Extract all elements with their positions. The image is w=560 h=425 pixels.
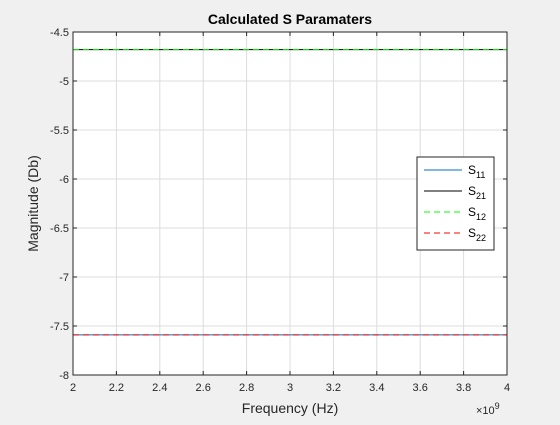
legend-label-main: S <box>468 184 476 198</box>
y-tick-label: -4.5 <box>50 27 69 39</box>
legend-label-s11: S11 <box>468 163 485 180</box>
x-tick-label: 2.2 <box>109 382 124 394</box>
y-tick-label: -6.5 <box>50 223 69 235</box>
x-tick-label: 3.4 <box>369 382 384 394</box>
y-axis-label: Magnitude (Db) <box>25 155 41 252</box>
legend-label-sub: 22 <box>476 233 486 243</box>
y-tick-label: -6 <box>59 174 69 186</box>
y-tick-label: -7.5 <box>50 321 69 333</box>
x-tick-label: 2.8 <box>239 382 254 394</box>
x-axis-label: Frequency (Hz) <box>242 400 338 416</box>
legend-label-sub: 21 <box>476 191 486 201</box>
legend-label-main: S <box>468 205 476 219</box>
x-tick-label: 2.6 <box>196 382 211 394</box>
ticks: 2 2.2 2.4 2.6 2.8 3 3.2 3.4 3.6 3.8 4 -8 -7.5 -7 -6.5 -… <box>50 27 510 394</box>
x-axis-exponent-power: 9 <box>495 401 500 411</box>
y-tick-label: -8 <box>59 370 69 382</box>
x-tick-label: 2.4 <box>152 382 167 394</box>
x-tick-label: 3.8 <box>456 382 471 394</box>
legend-label-s21: S21 <box>468 184 486 201</box>
y-tick-label: -7 <box>59 272 69 284</box>
x-tick-label: 3.6 <box>413 382 428 394</box>
y-tick-label: -5.5 <box>50 125 69 137</box>
chart-title: Calculated S Paramaters <box>208 11 372 27</box>
legend-label-sub: 11 <box>476 170 485 180</box>
series-layer <box>73 49 507 336</box>
legend-label-sub: 12 <box>476 212 486 222</box>
legend-label-main: S <box>468 163 476 177</box>
x-tick-label: 2 <box>70 382 76 394</box>
x-axis-exponent: ×109 <box>476 401 500 417</box>
legend-box <box>416 156 495 251</box>
legend-label-main: S <box>468 226 476 240</box>
x-tick-label: 3 <box>287 382 293 394</box>
legend-label-s12: S12 <box>468 205 486 222</box>
legend-label-s22: S22 <box>468 226 486 243</box>
x-tick-label: 4 <box>504 382 510 394</box>
x-tick-label: 3.2 <box>326 382 341 394</box>
y-tick-label: -5 <box>59 76 69 88</box>
